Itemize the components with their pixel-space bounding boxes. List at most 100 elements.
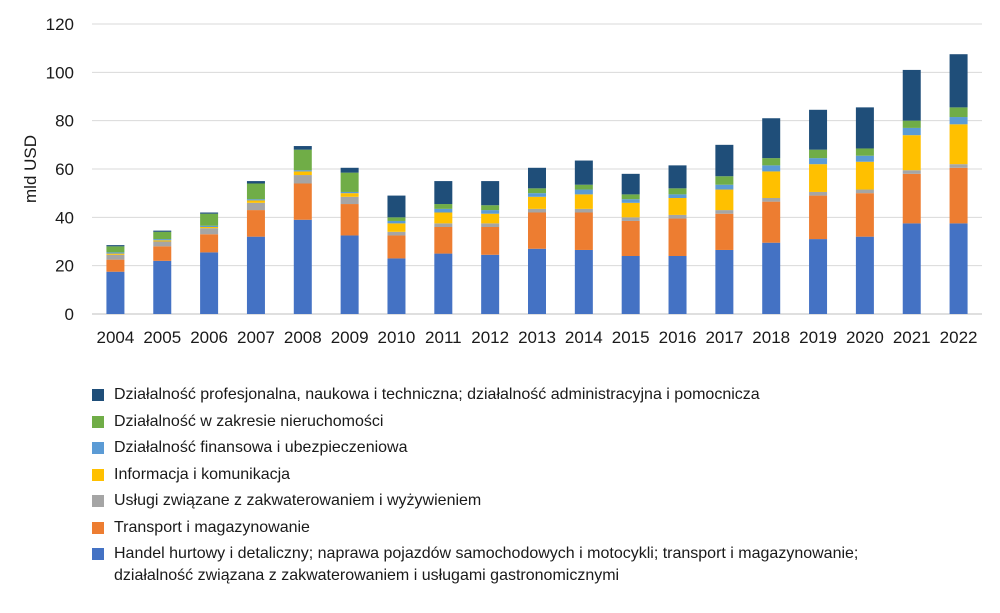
bar-segment xyxy=(809,191,828,196)
bar-segment xyxy=(715,210,734,214)
legend-label: Handel hurtowy i detaliczny; naprawa poj… xyxy=(114,545,859,562)
bar-segment xyxy=(481,213,500,224)
legend-item: Handel hurtowy i detaliczny; naprawa poj… xyxy=(92,543,992,587)
bar-segment xyxy=(387,223,406,232)
legend-swatch xyxy=(92,548,104,560)
bar-segment xyxy=(528,212,546,249)
bar-segment xyxy=(574,208,593,213)
x-tick-label: 2007 xyxy=(237,328,275,347)
bar-segment xyxy=(481,205,500,211)
bar-segment xyxy=(481,227,500,255)
bar-segment xyxy=(153,260,172,314)
y-tick-label: 100 xyxy=(46,63,74,82)
x-tick-label: 2014 xyxy=(565,328,603,347)
legend-item: Działalność profesjonalna, naukowa i tec… xyxy=(92,384,992,406)
bar-segment xyxy=(434,227,453,254)
bar-segment xyxy=(106,246,125,253)
bar-segment xyxy=(715,249,734,314)
bar-segment xyxy=(762,165,781,172)
bar-segment xyxy=(434,223,453,227)
bar-segment xyxy=(200,252,219,314)
bar-segment xyxy=(200,228,219,235)
x-tick-label: 2020 xyxy=(846,328,884,347)
bar-segment xyxy=(715,184,734,190)
bar-segment xyxy=(106,271,125,314)
bar-segment xyxy=(293,171,312,176)
bar-segment xyxy=(246,183,265,200)
bar-segment xyxy=(949,164,968,168)
bar-segment xyxy=(809,158,828,165)
x-tick-label: 2012 xyxy=(471,328,509,347)
bar-segment xyxy=(668,214,687,219)
bar-segment xyxy=(949,117,968,125)
bar-segment xyxy=(762,158,781,166)
bar-segment xyxy=(855,148,874,156)
bar-segment xyxy=(902,173,921,224)
bar-segment xyxy=(621,220,640,256)
x-tick-label: 2015 xyxy=(612,328,650,347)
bar-segment xyxy=(246,200,265,203)
bars xyxy=(106,54,968,314)
x-tick-label: 2010 xyxy=(378,328,416,347)
bar-segment xyxy=(902,127,921,136)
bar-segment xyxy=(293,219,312,314)
bar-segment xyxy=(621,256,640,314)
bar-segment xyxy=(528,193,546,197)
bar-segment xyxy=(528,248,546,314)
bar-segment xyxy=(246,199,265,201)
bar-segment xyxy=(106,245,125,247)
x-tick-label: 2019 xyxy=(799,328,837,347)
bar-segment xyxy=(762,201,781,243)
bar-segment xyxy=(387,220,406,224)
bar-segment xyxy=(153,241,172,247)
bar-segment xyxy=(200,213,219,226)
legend-swatch xyxy=(92,468,104,481)
x-tick-label: 2021 xyxy=(893,328,931,347)
bar-segment xyxy=(434,253,453,314)
bar-segment xyxy=(340,196,359,205)
legend-label: Działalność finansowa i ubezpieczeniowa xyxy=(114,439,408,456)
legend-label: działalność związana z zakwaterowaniem i… xyxy=(114,567,620,584)
legend-label: Informacja i komunikacja xyxy=(114,465,291,483)
bar-segment xyxy=(293,149,312,171)
bar-segment xyxy=(106,254,125,260)
legend-label: Transport i magazynowanie xyxy=(114,518,310,536)
bar-segment xyxy=(668,165,687,189)
legend-swatch xyxy=(92,495,104,507)
bar-segment xyxy=(246,202,265,211)
bar-segment xyxy=(621,202,640,218)
x-tick-label: 2013 xyxy=(518,328,556,347)
chart-area: 0 20 40 60 80 100 120 2004 2005 2006 2007 2008 2009… xyxy=(21,15,982,347)
bar-segment xyxy=(200,225,219,227)
bar-segment xyxy=(434,212,453,224)
x-tick-label: 2009 xyxy=(331,328,369,347)
bar-segment xyxy=(902,69,921,121)
bar-segment xyxy=(200,227,219,229)
stacked-bar-chart: 0 20 40 60 80 100 120 2004 2005 2006 2007 2008 2009… xyxy=(21,15,982,347)
legend-label: Usługi związane z zakwaterowaniem i wyży… xyxy=(114,492,482,509)
bar-segment xyxy=(621,173,640,195)
bar-segment xyxy=(855,107,874,149)
bar-segment xyxy=(153,230,172,232)
bar-segment xyxy=(106,259,125,272)
bar-segment xyxy=(902,120,921,128)
x-tick-label: 2022 xyxy=(940,328,978,347)
legend-swatch xyxy=(92,442,104,454)
y-tick-label: 60 xyxy=(55,160,74,179)
bar-segment xyxy=(200,212,219,214)
bar-segment xyxy=(528,167,546,189)
bar-segment xyxy=(574,212,593,250)
legend-item: Informacja i komunikacja xyxy=(92,464,992,486)
legend-item: Transport i magazynowanie xyxy=(92,517,992,539)
bar-segment xyxy=(715,213,734,250)
x-tick-label: 2016 xyxy=(659,328,697,347)
bar-segment xyxy=(528,208,546,213)
bar-segment xyxy=(715,176,734,185)
bar-segment xyxy=(481,181,500,206)
bar-segment xyxy=(668,198,687,215)
legend-item: Działalność w zakresie nieruchomości xyxy=(92,411,992,433)
legend-swatch xyxy=(92,389,104,401)
y-tick-label: 80 xyxy=(55,112,74,131)
bar-segment xyxy=(668,256,687,314)
bar-segment xyxy=(949,54,968,108)
